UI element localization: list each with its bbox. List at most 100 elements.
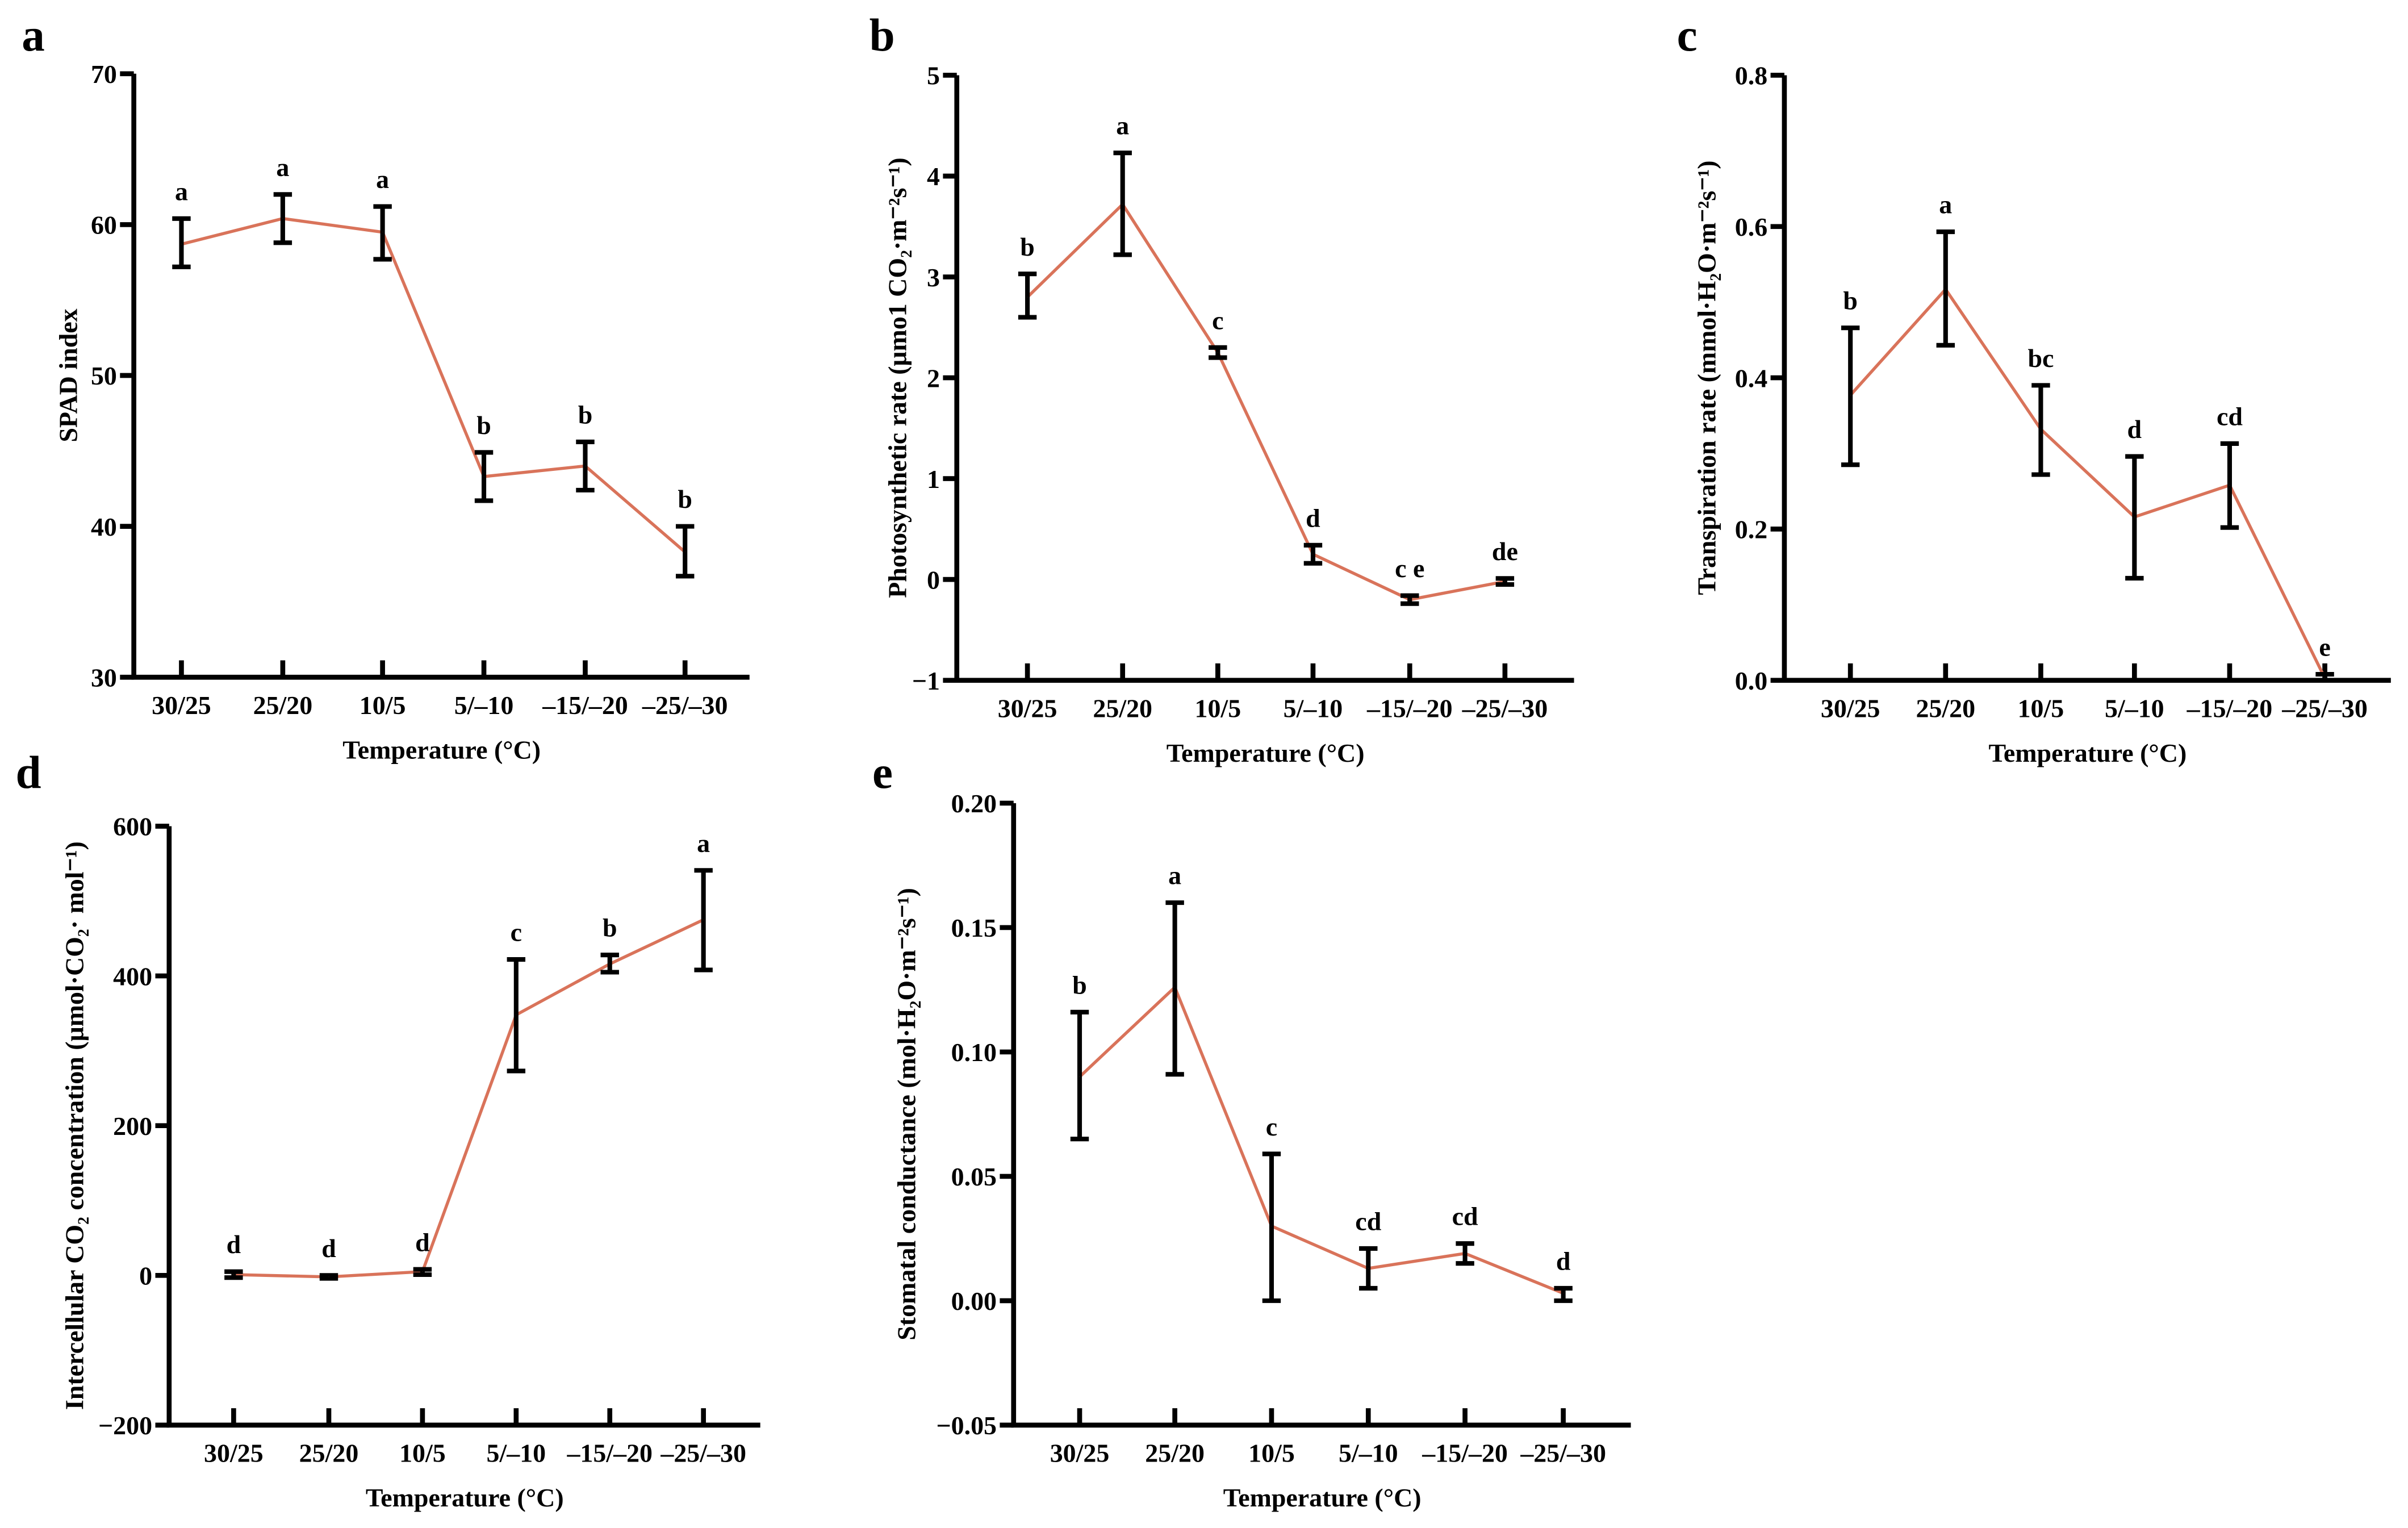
y-tick-label: −200 xyxy=(98,1411,152,1440)
x-tick-label: –25/–30 xyxy=(642,691,728,720)
x-tick-label: –25/–30 xyxy=(660,1439,746,1468)
significance-letter: d xyxy=(415,1228,430,1256)
y-tick-label: 70 xyxy=(91,60,117,89)
significance-letter: e xyxy=(2319,633,2330,662)
y-tick-label: 0 xyxy=(927,565,940,594)
y-tick-label: −1 xyxy=(912,666,940,695)
x-tick-label: 25/20 xyxy=(253,691,313,720)
significance-letter: b xyxy=(1020,232,1035,261)
y-axis-label: Transpiration rate (mmol·H₂O·m⁻²s⁻¹) xyxy=(1692,160,1721,595)
x-tick-label: 5/–10 xyxy=(1339,1439,1398,1468)
significance-letter: b xyxy=(1072,970,1087,999)
x-axis-label: Temperature (°C) xyxy=(1167,738,1365,767)
series-line xyxy=(181,217,686,553)
panel-letter: e xyxy=(872,747,893,798)
y-axis-label: Photosynthetic rate (μmo1 CO₂·m⁻²s⁻¹) xyxy=(883,157,912,598)
error-bar xyxy=(1165,900,1184,1077)
panel-letter: c xyxy=(1677,10,1698,61)
x-tick-label: –25/–30 xyxy=(2281,694,2368,723)
x-tick-label: –15/–20 xyxy=(2187,694,2273,723)
data-point xyxy=(1504,581,1506,582)
x-tick-label: 10/5 xyxy=(399,1439,446,1468)
significance-letter: d xyxy=(1556,1247,1571,1276)
y-tick-label: 0 xyxy=(139,1261,152,1290)
series-line xyxy=(1849,286,2326,679)
axes xyxy=(1782,75,2391,683)
significance-letter: cd xyxy=(2217,402,2243,431)
y-tick-label: 0.15 xyxy=(951,913,997,942)
significance-letter: b xyxy=(578,400,593,429)
significance-letter: a xyxy=(276,153,289,182)
y-tick-label: 60 xyxy=(91,211,117,240)
y-tick-label: 0.05 xyxy=(951,1162,997,1191)
error-bar xyxy=(413,1267,432,1277)
significance-letter: b xyxy=(603,913,617,942)
y-tick-label: 1 xyxy=(927,465,940,494)
x-tick-label: 30/25 xyxy=(204,1439,264,1468)
significance-letter: d xyxy=(321,1234,336,1263)
significance-letter: b xyxy=(678,485,692,513)
panel-a: a 30 40 50 60 70 30/25 25/20 10/5 5/–10 –15/–20 –25… xyxy=(22,10,750,765)
x-tick-label: 30/25 xyxy=(1821,694,1880,723)
y-axis-label: Stomatal conductance (mol·H₂O·m⁻²s⁻¹) xyxy=(892,888,921,1341)
y-tick-label: 5 xyxy=(927,61,940,90)
x-tick-label: 10/5 xyxy=(1248,1439,1295,1468)
x-axis-label: Temperature (°C) xyxy=(366,1483,564,1512)
significance-letter: c xyxy=(1266,1112,1277,1141)
significance-letter: c xyxy=(511,918,522,947)
panel-e: e −0.05 0.00 0.05 0.10 0.15 0.20 30/25 25/20 10/5… xyxy=(872,747,1631,1512)
significance-letter: de xyxy=(1492,537,1518,566)
y-tick-label: 40 xyxy=(91,512,117,541)
panel-letter: a xyxy=(22,10,45,61)
y-tick-label: −0.05 xyxy=(936,1411,997,1440)
error-bar xyxy=(1070,1009,1089,1142)
x-axis-label: Temperature (°C) xyxy=(342,736,541,765)
significance-letter: b xyxy=(476,411,491,440)
significance-letter: b xyxy=(1843,286,1858,315)
y-tick-label: 2 xyxy=(927,364,940,393)
significance-letter: a xyxy=(376,165,389,194)
y-tick-label: 0.6 xyxy=(1735,212,1767,241)
data-point xyxy=(609,963,611,965)
y-tick-label: 50 xyxy=(91,361,117,390)
error-bar xyxy=(1113,151,1132,257)
x-tick-label: –25/–30 xyxy=(1520,1439,1606,1468)
panel-letter: b xyxy=(869,10,895,61)
data-point xyxy=(1027,297,1028,298)
significance-letter: bc xyxy=(2027,344,2054,373)
y-tick-label: 0.0 xyxy=(1735,666,1767,695)
x-tick-label: 30/25 xyxy=(998,694,1057,723)
y-tick-label: 600 xyxy=(113,812,152,841)
error-bar xyxy=(2315,671,2334,683)
error-bar xyxy=(507,957,526,1074)
y-axis-label: Intercellular CO₂ concentration (μmol·CO… xyxy=(60,841,89,1410)
error-bar xyxy=(373,204,392,262)
series-line xyxy=(1078,984,1564,1295)
series-line xyxy=(233,918,704,1279)
x-tick-label: 25/20 xyxy=(299,1439,359,1468)
x-axis-label: Temperature (°C) xyxy=(1223,1483,1422,1512)
significance-letter: cd xyxy=(1355,1206,1381,1235)
significance-letter: a xyxy=(1116,111,1129,140)
y-tick-label: 3 xyxy=(927,263,940,292)
y-tick-label: 0.10 xyxy=(951,1038,997,1067)
significance-letter: a xyxy=(697,829,710,858)
x-tick-label: 5/–10 xyxy=(2105,694,2164,723)
significance-letter: d xyxy=(2127,415,2142,444)
error-bar xyxy=(2220,441,2239,530)
significance-letter: a xyxy=(1939,190,1952,219)
error-bar xyxy=(1262,1151,1281,1303)
data-point xyxy=(1368,1268,1369,1269)
y-tick-label: 0.8 xyxy=(1735,61,1767,90)
error-bar xyxy=(1554,1285,1573,1303)
significance-letter: d xyxy=(1306,503,1320,532)
axes xyxy=(1011,803,1631,1428)
panel-letter: d xyxy=(15,747,41,798)
x-tick-label: –25/–30 xyxy=(1462,694,1548,723)
x-tick-label: 30/25 xyxy=(152,691,211,720)
y-tick-label: 0.00 xyxy=(951,1287,997,1316)
x-tick-label: 30/25 xyxy=(1050,1439,1110,1468)
error-bar xyxy=(172,216,191,269)
x-axis-label: Temperature (°C) xyxy=(1988,738,2187,767)
